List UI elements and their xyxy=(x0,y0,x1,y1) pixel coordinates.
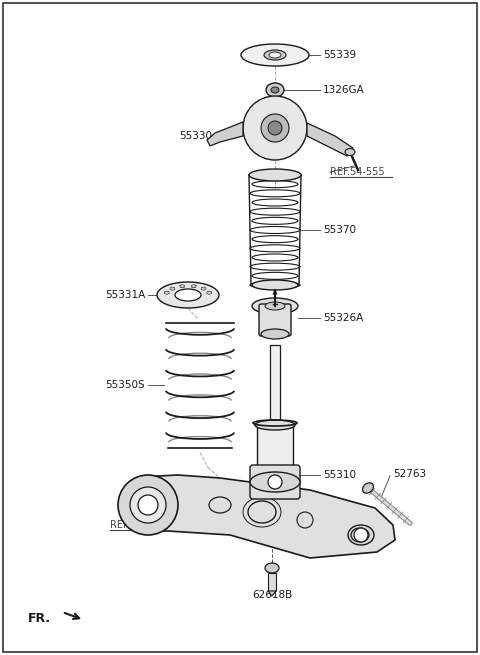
Text: 55339: 55339 xyxy=(323,50,356,60)
Text: 55310: 55310 xyxy=(323,470,356,480)
Text: 55326A: 55326A xyxy=(323,313,363,323)
Ellipse shape xyxy=(265,302,285,310)
Ellipse shape xyxy=(255,420,295,430)
Circle shape xyxy=(130,487,166,523)
Ellipse shape xyxy=(362,483,373,493)
Ellipse shape xyxy=(180,285,185,288)
Circle shape xyxy=(268,475,282,489)
Polygon shape xyxy=(270,345,280,425)
Ellipse shape xyxy=(201,287,206,290)
Text: 62618B: 62618B xyxy=(252,590,292,600)
Ellipse shape xyxy=(207,291,212,294)
Ellipse shape xyxy=(249,169,301,181)
Ellipse shape xyxy=(241,44,309,66)
Ellipse shape xyxy=(164,291,169,294)
Ellipse shape xyxy=(170,287,175,290)
Ellipse shape xyxy=(269,52,281,58)
Circle shape xyxy=(243,96,307,160)
Circle shape xyxy=(354,528,368,542)
Text: 1326GA: 1326GA xyxy=(323,85,365,95)
Ellipse shape xyxy=(191,285,196,288)
Text: FR.: FR. xyxy=(28,612,51,624)
Circle shape xyxy=(261,114,289,142)
Ellipse shape xyxy=(265,563,279,573)
Ellipse shape xyxy=(345,149,355,155)
Ellipse shape xyxy=(348,525,374,545)
Text: REF.54-555: REF.54-555 xyxy=(110,520,165,530)
Polygon shape xyxy=(307,123,353,156)
Circle shape xyxy=(268,121,282,135)
Text: REF.54-555: REF.54-555 xyxy=(330,167,384,177)
Ellipse shape xyxy=(264,50,286,60)
Circle shape xyxy=(138,495,158,515)
Circle shape xyxy=(118,475,178,535)
FancyBboxPatch shape xyxy=(268,573,276,591)
Ellipse shape xyxy=(157,282,219,308)
Ellipse shape xyxy=(175,289,201,301)
Polygon shape xyxy=(257,425,293,470)
Ellipse shape xyxy=(252,298,298,314)
Polygon shape xyxy=(138,475,395,558)
Ellipse shape xyxy=(266,83,284,97)
Ellipse shape xyxy=(252,280,298,290)
Text: 55331A: 55331A xyxy=(105,290,145,300)
Polygon shape xyxy=(207,122,243,146)
Polygon shape xyxy=(268,591,276,596)
FancyBboxPatch shape xyxy=(259,304,291,336)
Text: 52763: 52763 xyxy=(393,469,426,479)
Ellipse shape xyxy=(271,87,279,93)
FancyBboxPatch shape xyxy=(250,465,300,499)
Ellipse shape xyxy=(250,472,300,492)
Text: 55370: 55370 xyxy=(323,225,356,235)
Ellipse shape xyxy=(261,329,289,339)
Text: 55350S: 55350S xyxy=(106,380,145,390)
Text: 55330: 55330 xyxy=(179,131,212,141)
